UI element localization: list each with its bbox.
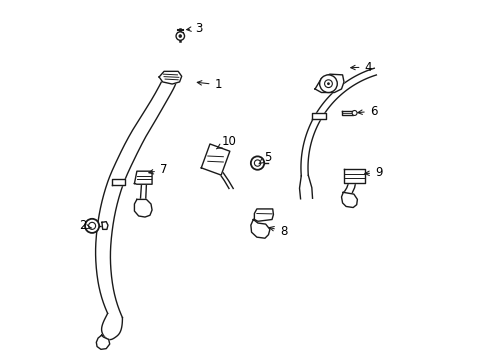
Polygon shape (134, 171, 152, 184)
Circle shape (250, 156, 264, 170)
Circle shape (319, 75, 337, 93)
Text: 10: 10 (216, 135, 236, 149)
Polygon shape (341, 192, 357, 207)
Polygon shape (96, 335, 109, 349)
Polygon shape (112, 179, 125, 185)
Polygon shape (341, 111, 352, 115)
Circle shape (88, 222, 96, 229)
Polygon shape (314, 74, 343, 93)
Text: 7: 7 (148, 163, 167, 176)
Polygon shape (159, 71, 182, 84)
Polygon shape (250, 220, 269, 238)
Polygon shape (254, 209, 273, 221)
Circle shape (324, 80, 332, 87)
Text: 3: 3 (186, 22, 202, 35)
Circle shape (351, 111, 356, 116)
Text: 1: 1 (197, 78, 222, 91)
Text: 5: 5 (258, 150, 271, 164)
Polygon shape (102, 222, 108, 229)
Text: 8: 8 (269, 225, 286, 238)
Circle shape (326, 82, 329, 85)
Polygon shape (343, 170, 365, 183)
Text: 9: 9 (364, 166, 382, 179)
Text: 6: 6 (357, 105, 376, 118)
Polygon shape (201, 144, 229, 175)
Circle shape (254, 160, 260, 166)
Circle shape (85, 219, 99, 233)
Circle shape (179, 35, 182, 37)
Text: 2: 2 (79, 219, 91, 232)
Polygon shape (134, 199, 152, 217)
Circle shape (176, 32, 184, 40)
Text: 4: 4 (350, 60, 371, 73)
Polygon shape (311, 113, 325, 119)
